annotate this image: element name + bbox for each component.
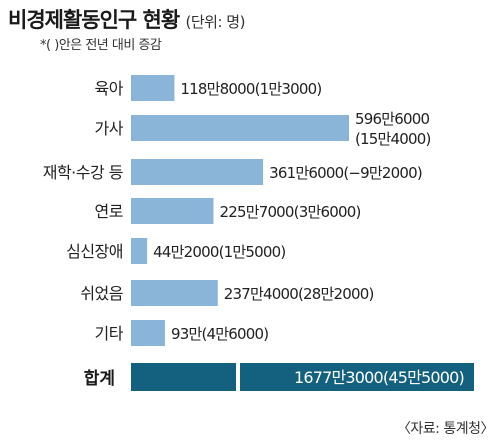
value-label-change: (15만4000) (355, 130, 431, 148)
category-label: 기타 (95, 324, 124, 343)
bar (131, 75, 175, 101)
value-label: 93만(4만6000) (171, 325, 268, 343)
category-label: 육아 (95, 79, 124, 98)
category-label: 심신장애 (66, 242, 123, 261)
value-label: 225만7000(3만6000) (219, 203, 360, 221)
bar (131, 238, 148, 264)
bar (131, 280, 218, 306)
chart-note: *( )안은 전년 대비 증감 (40, 38, 162, 53)
bar (131, 198, 214, 224)
unit-label: (단위: 명) (185, 13, 246, 31)
category-label: 가사 (95, 119, 124, 138)
value-label: 361만6000(−9만2000) (269, 164, 422, 182)
category-label: 쉬었음 (80, 284, 123, 303)
total-bar-right (240, 363, 474, 391)
value-label: 44만2000(1만5000) (153, 243, 285, 261)
chart-title: 비경제활동인구 현황 (단위: 명) (8, 4, 245, 34)
bar (131, 115, 349, 141)
total-value-label: 1677만3000(45만5000) (294, 368, 464, 387)
category-label: 연로 (95, 202, 123, 221)
value-label: 596만6000 (355, 110, 429, 128)
bar (131, 320, 165, 346)
bar (131, 159, 264, 185)
value-label: 237만4000(28만2000) (224, 285, 374, 303)
total-bar-left (131, 363, 236, 391)
category-label: 재학·수강 등 (43, 163, 123, 182)
title-text: 비경제활동인구 현황 (8, 8, 180, 32)
total-label: 합계 (84, 368, 115, 389)
value-label: 118만8000(1만3000) (180, 80, 321, 98)
source-label: 〈자료: 통계청〉 (396, 421, 495, 437)
